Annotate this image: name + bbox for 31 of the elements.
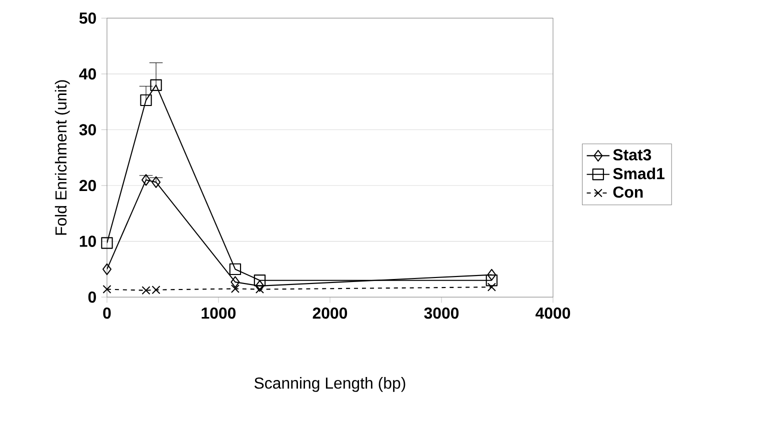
point [150, 79, 162, 91]
y-tick-label: 50 [79, 12, 96, 24]
x-tick-label: 4000 [536, 307, 570, 319]
y-tick-label: 10 [80, 236, 96, 247]
x-tick-label: 3000 [424, 307, 459, 319]
y-tick-label: 0 [88, 291, 96, 303]
point [255, 280, 264, 292]
legend-label: Con [613, 186, 643, 198]
point [229, 263, 242, 276]
point [230, 276, 240, 288]
legend-label: Smad1 [613, 168, 664, 180]
x-axis-title: Scanning Length (bp) [254, 377, 406, 392]
point [152, 176, 161, 188]
y-tick-label: 30 [79, 124, 96, 136]
point [102, 263, 112, 276]
x-tick-label: 1000 [202, 307, 236, 319]
point [487, 282, 496, 292]
y-tick-label: 40 [79, 68, 96, 80]
x-tick-label: 0 [103, 307, 111, 319]
point [102, 284, 112, 294]
y-tick-label: 20 [79, 180, 96, 192]
point [254, 274, 266, 286]
point [230, 284, 240, 294]
point [486, 274, 498, 286]
point [487, 268, 496, 281]
y-axis-title: Fold Enrichment (unit) [54, 80, 70, 235]
point [101, 237, 113, 249]
x-tick-label: 2000 [312, 307, 348, 319]
legend-label: Stat3 [613, 149, 652, 160]
point [140, 94, 152, 106]
point [141, 174, 151, 186]
